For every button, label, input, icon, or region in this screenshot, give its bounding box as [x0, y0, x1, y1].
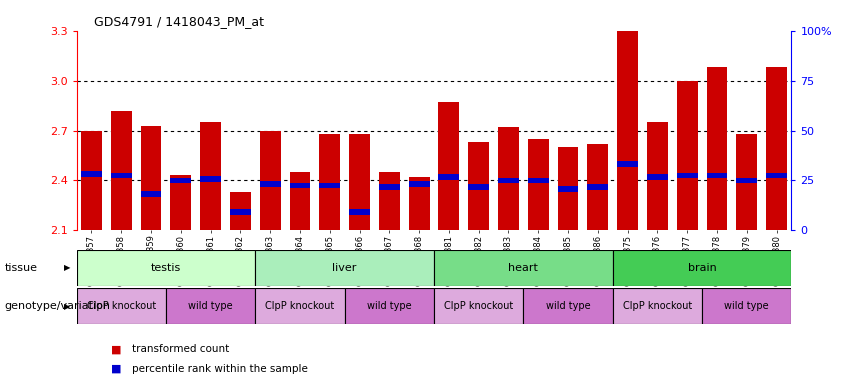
Bar: [434, 288, 523, 324]
Text: ■: ■: [111, 344, 121, 354]
Bar: [766, 67, 787, 230]
Bar: [468, 184, 489, 190]
Bar: [468, 142, 489, 230]
Bar: [77, 288, 166, 324]
Bar: [677, 81, 698, 230]
Bar: [230, 209, 251, 215]
Text: GDS4791 / 1418043_PM_at: GDS4791 / 1418043_PM_at: [94, 15, 264, 28]
Bar: [523, 288, 613, 324]
Bar: [379, 184, 400, 190]
Bar: [736, 134, 757, 230]
Bar: [349, 134, 370, 230]
Text: wild type: wild type: [724, 301, 769, 311]
Bar: [557, 147, 579, 230]
Text: ClpP knockout: ClpP knockout: [266, 301, 334, 311]
Bar: [617, 31, 638, 230]
Bar: [677, 172, 698, 179]
Bar: [349, 209, 370, 215]
Bar: [528, 177, 549, 184]
Text: ■: ■: [111, 364, 121, 374]
Bar: [200, 176, 221, 182]
Bar: [255, 250, 434, 286]
Bar: [706, 172, 728, 179]
Bar: [613, 288, 702, 324]
Text: ClpP knockout: ClpP knockout: [87, 301, 156, 311]
Bar: [77, 250, 255, 286]
Bar: [647, 174, 668, 180]
Bar: [498, 177, 519, 184]
Bar: [647, 122, 668, 230]
Text: ClpP knockout: ClpP knockout: [444, 301, 513, 311]
Bar: [557, 186, 579, 192]
Bar: [766, 172, 787, 179]
Bar: [111, 172, 132, 179]
Bar: [255, 288, 345, 324]
Bar: [81, 131, 102, 230]
Text: ▶: ▶: [64, 302, 71, 311]
Text: heart: heart: [508, 263, 539, 273]
Bar: [140, 126, 162, 230]
Text: ▶: ▶: [64, 263, 71, 272]
Bar: [528, 139, 549, 230]
Text: percentile rank within the sample: percentile rank within the sample: [132, 364, 308, 374]
Bar: [319, 182, 340, 189]
Text: genotype/variation: genotype/variation: [4, 301, 111, 311]
Bar: [345, 288, 434, 324]
Bar: [438, 174, 460, 180]
Bar: [498, 127, 519, 230]
Bar: [140, 191, 162, 197]
Bar: [702, 288, 791, 324]
Bar: [408, 181, 430, 187]
Bar: [434, 250, 613, 286]
Text: testis: testis: [151, 263, 181, 273]
Bar: [736, 177, 757, 184]
Text: ClpP knockout: ClpP knockout: [623, 301, 692, 311]
Text: wild type: wild type: [545, 301, 591, 311]
Bar: [170, 177, 191, 184]
Text: brain: brain: [688, 263, 717, 273]
Bar: [613, 250, 791, 286]
Bar: [170, 175, 191, 230]
Bar: [379, 172, 400, 230]
Bar: [617, 161, 638, 167]
Bar: [166, 288, 255, 324]
Text: tissue: tissue: [4, 263, 37, 273]
Text: liver: liver: [333, 263, 357, 273]
Bar: [289, 182, 311, 189]
Text: wild type: wild type: [367, 301, 412, 311]
Bar: [81, 171, 102, 177]
Bar: [319, 134, 340, 230]
Bar: [260, 131, 281, 230]
Bar: [587, 184, 608, 190]
Bar: [230, 192, 251, 230]
Bar: [111, 111, 132, 230]
Bar: [706, 67, 728, 230]
Bar: [289, 172, 311, 230]
Bar: [200, 122, 221, 230]
Text: transformed count: transformed count: [132, 344, 229, 354]
Text: wild type: wild type: [188, 301, 233, 311]
Bar: [260, 181, 281, 187]
Bar: [408, 177, 430, 230]
Bar: [438, 102, 460, 230]
Bar: [587, 144, 608, 230]
